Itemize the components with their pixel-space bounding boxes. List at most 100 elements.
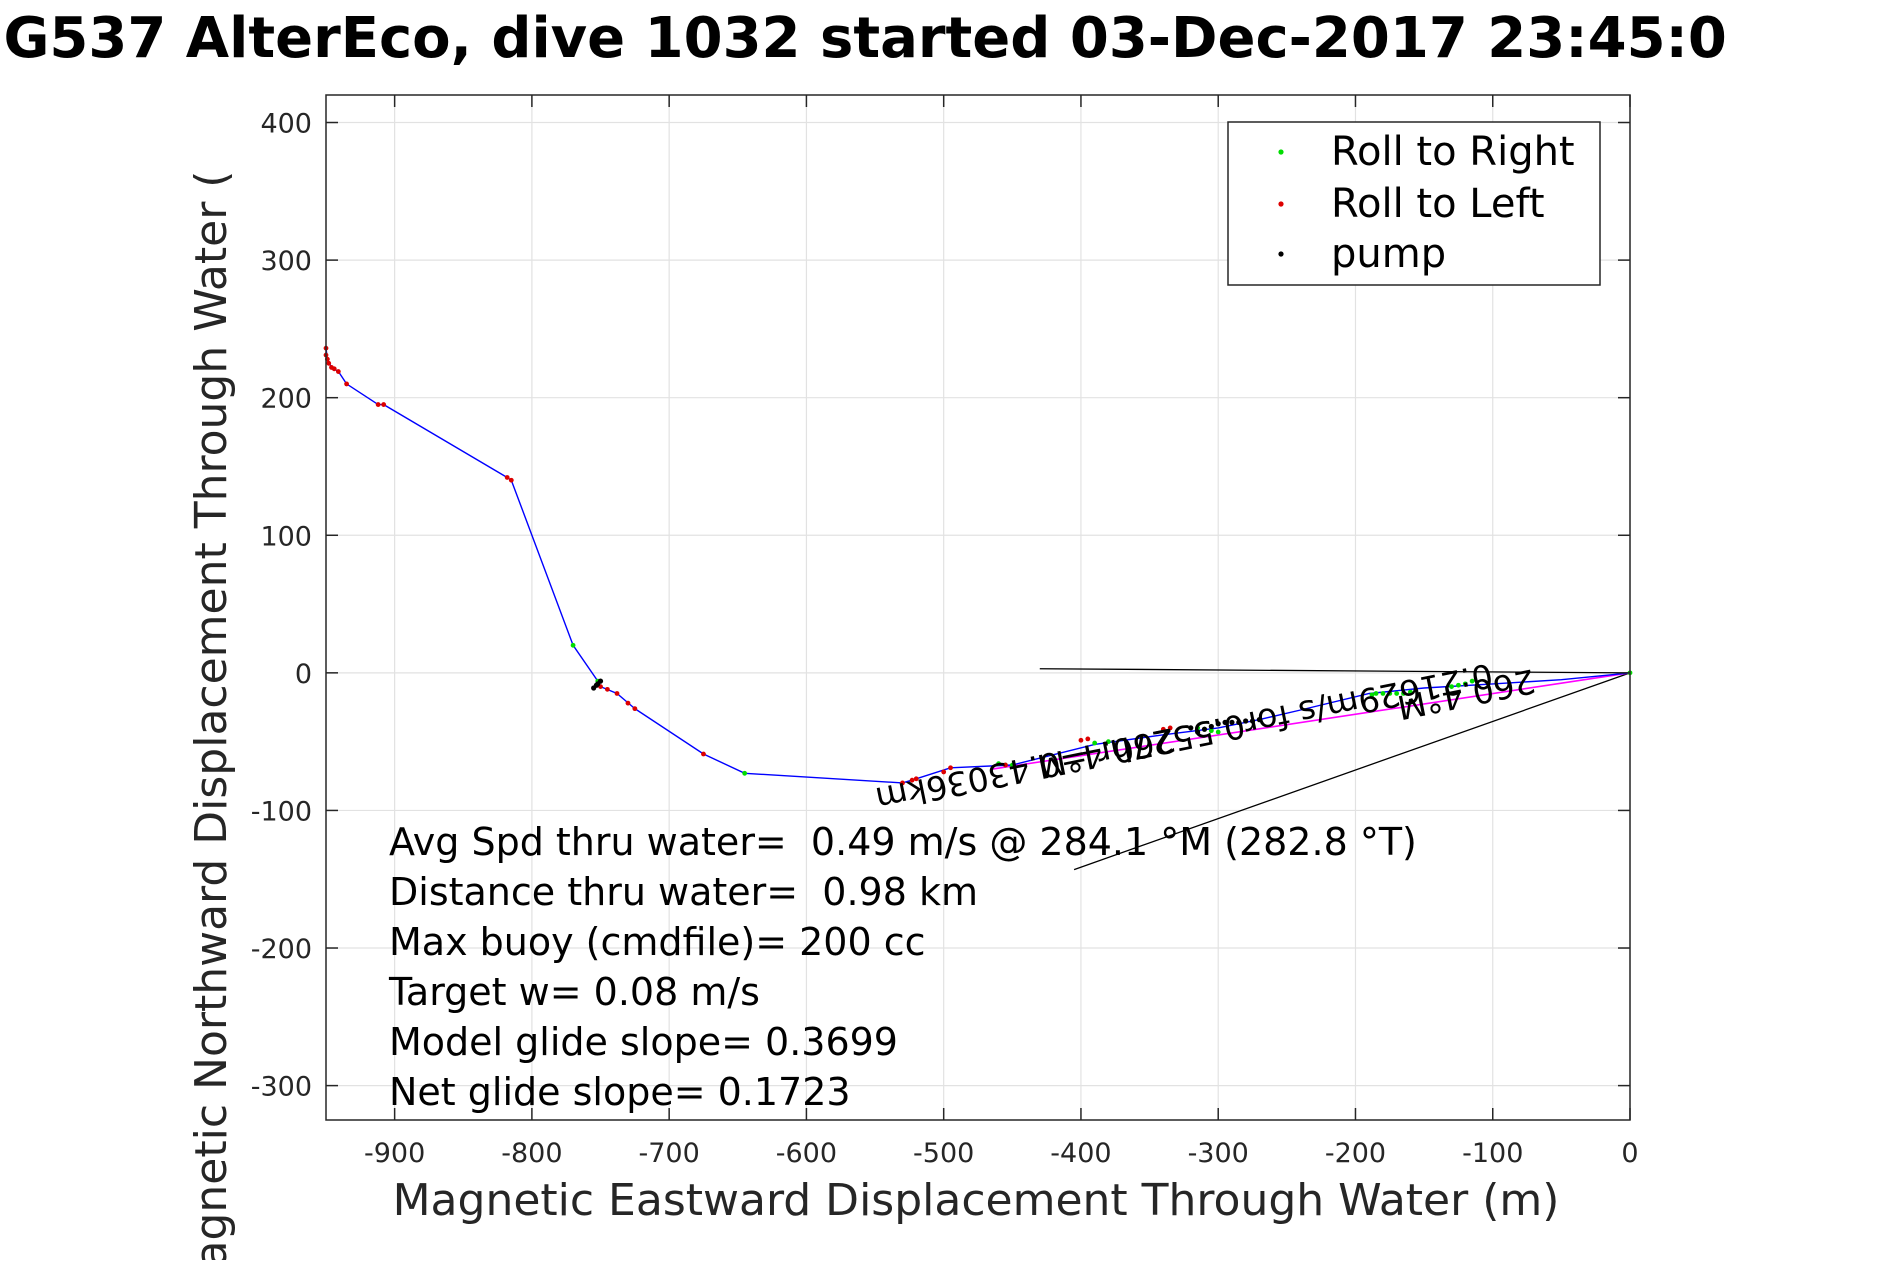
- data-point: [996, 761, 1001, 767]
- data-point: [909, 777, 915, 783]
- y-tick-label: 0: [295, 659, 312, 690]
- data-point: [1215, 721, 1221, 727]
- stat-model-glide-slope: Model glide slope= 0.3699: [389, 1020, 898, 1064]
- data-point: [1387, 691, 1393, 696]
- net-displacement-line: [991, 672, 1631, 770]
- data-point: [329, 365, 334, 370]
- data-point: [614, 691, 620, 696]
- stat-target-w: Target w= 0.08 m/s: [388, 970, 760, 1014]
- data-point: [326, 360, 332, 366]
- data-point: [504, 475, 510, 480]
- data-point: [1222, 719, 1228, 725]
- data-point: [701, 751, 706, 757]
- data-point: [1243, 718, 1249, 724]
- legend-marker-roll-left: [1278, 201, 1284, 207]
- data-point: [344, 381, 349, 387]
- y-tick-label: 400: [260, 109, 312, 140]
- y-axis-label: Magnetic Northward Displacement Through …: [186, 171, 237, 1260]
- data-point: [1160, 726, 1166, 732]
- x-tick-label: -400: [1050, 1138, 1111, 1169]
- data-point: [1469, 678, 1475, 684]
- data-point: [913, 776, 919, 782]
- data-point: [1208, 723, 1214, 730]
- data-point: [1092, 740, 1098, 746]
- stats-block: Avg Spd thru water= 0.49 m/s @ 284.1 °M …: [388, 820, 1417, 1114]
- data-point: [1229, 719, 1235, 725]
- data-point: [381, 402, 387, 407]
- series-pump: [591, 678, 1262, 735]
- data-point: [1380, 691, 1386, 696]
- stat-max-buoy: Max buoy (cmdfile)= 200 cc: [389, 920, 926, 964]
- data-point: [1167, 725, 1173, 731]
- legend: Roll to Right Roll to Left pump: [1227, 121, 1601, 286]
- data-point: [742, 770, 748, 776]
- data-point: [591, 685, 597, 691]
- data-point: [1208, 728, 1214, 734]
- x-tick-label: -300: [1188, 1138, 1249, 1169]
- track-line: [325, 348, 1631, 784]
- x-tick-label: -800: [501, 1138, 562, 1169]
- data-point: [1009, 762, 1015, 768]
- x-tick-label: -500: [913, 1138, 974, 1169]
- data-point: [1394, 691, 1400, 696]
- data-point: [375, 402, 381, 407]
- data-point: [604, 686, 610, 692]
- current-line-1: [1039, 668, 1631, 674]
- data-point: [625, 700, 631, 706]
- data-point: [1407, 689, 1413, 695]
- tick-layer: -900 -800 -700 -600 -500 -400 -300 -200 -100 0 -30…: [251, 95, 1639, 1169]
- data-point: [1236, 719, 1242, 725]
- series-roll-to-left: [323, 345, 1173, 786]
- x-tick-label: -900: [364, 1138, 425, 1169]
- legend-marker-roll-right: [1278, 149, 1284, 155]
- stat-avg-speed: Avg Spd thru water= 0.49 m/s @ 284.1 °M …: [389, 820, 1417, 864]
- data-point: [1003, 762, 1008, 768]
- x-tick-label: -200: [1325, 1138, 1386, 1169]
- data-point: [1256, 717, 1262, 723]
- data-point: [1195, 729, 1201, 735]
- x-tick-label: -700: [639, 1138, 700, 1169]
- data-point: [1106, 739, 1111, 745]
- y-tick-label: -200: [251, 934, 312, 965]
- data-point: [1373, 691, 1379, 696]
- data-point: [508, 477, 514, 483]
- data-layer: [323, 345, 1633, 871]
- legend-label-roll-right: Roll to Right: [1331, 129, 1575, 175]
- data-point: [1449, 684, 1454, 690]
- data-point: [1078, 737, 1084, 743]
- data-point: [570, 642, 576, 648]
- data-point: [1249, 718, 1256, 724]
- data-point: [1401, 691, 1406, 696]
- data-point: [1201, 726, 1208, 732]
- stat-distance: Distance thru water= 0.98 km: [389, 870, 978, 914]
- legend-box: [1227, 121, 1601, 286]
- data-point: [1462, 681, 1468, 687]
- x-axis-label: Magnetic Eastward Displacement Through W…: [393, 1175, 1560, 1226]
- data-point: [1085, 736, 1091, 742]
- data-point: [1215, 729, 1221, 735]
- legend-label-roll-left: Roll to Left: [1331, 181, 1545, 227]
- stat-net-glide-slope: Net glide slope= 0.1723: [389, 1070, 851, 1114]
- y-tick-label: -100: [251, 796, 312, 827]
- x-tick-label: 0: [1621, 1138, 1638, 1169]
- data-point: [1195, 725, 1201, 731]
- data-point: [948, 765, 953, 771]
- legend-label-pump: pump: [1331, 231, 1446, 277]
- y-tick-label: -300: [251, 1072, 312, 1103]
- data-point: [900, 780, 905, 786]
- y-tick-label: 300: [260, 246, 312, 277]
- x-tick-label: -600: [776, 1138, 837, 1169]
- current-line-2: [1073, 672, 1631, 871]
- data-point: [632, 706, 638, 712]
- data-point: [1188, 725, 1194, 731]
- x-tick-label: -100: [1462, 1138, 1523, 1169]
- plot-frame: [325, 94, 1631, 1121]
- data-point: [1369, 692, 1375, 698]
- data-point: [941, 769, 947, 775]
- chart-title: SG537 AlterEco, dive 1032 started 03-Dec…: [0, 6, 1727, 71]
- legend-marker-pump: [1278, 251, 1284, 257]
- y-tick-label: 100: [260, 521, 312, 552]
- data-point: [1456, 682, 1461, 688]
